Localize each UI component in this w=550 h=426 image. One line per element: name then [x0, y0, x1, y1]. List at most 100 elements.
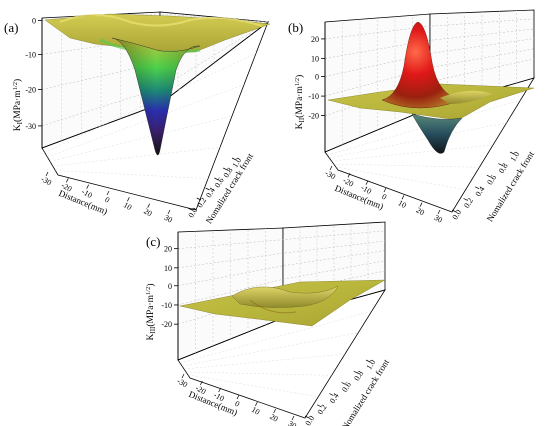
z-tick-label: -10 — [25, 50, 36, 59]
y-tick-label: 0.6 — [213, 176, 226, 189]
x-tick-mark — [106, 190, 110, 196]
surface — [179, 279, 386, 327]
x-tick-label: -30 — [39, 174, 53, 187]
z-ticks: 0 -10 -20 -30 — [25, 17, 42, 131]
x-tick-mark — [365, 180, 369, 185]
y-tick-mark — [353, 370, 358, 374]
panel-c: 20100-10-20-30-20-100102030Distance(mm)0… — [145, 221, 391, 426]
y-tick-mark — [329, 393, 334, 396]
z-tick-label: -30 — [25, 122, 36, 131]
surface-bump — [231, 285, 339, 308]
gridline — [49, 115, 233, 162]
y-ticks: 0.00.20.40.60.81.0 — [303, 358, 377, 426]
x-tick-mark — [127, 197, 130, 202]
y-tick-label: 0.8 — [352, 369, 365, 382]
z-tick-label: -10 — [308, 92, 319, 101]
x-tick-label: 20 — [142, 207, 153, 219]
y-tick-mark — [365, 359, 371, 363]
z-tick-label: 0 — [168, 282, 172, 291]
y-tick-label: 1.0 — [364, 358, 377, 371]
gridline — [47, 84, 245, 158]
x-tick-label: 30 — [287, 419, 298, 426]
x-tick-mark — [255, 401, 258, 407]
panel-label: (a) — [4, 20, 18, 35]
z-label-sup: 1/2 — [12, 82, 19, 90]
y-tick-mark — [187, 207, 193, 211]
surface-shading — [112, 38, 200, 155]
y-tick-mark — [498, 163, 503, 166]
z-label-unit: (MPa·m — [145, 294, 156, 326]
panel-label: (b) — [288, 20, 303, 35]
y-tick-label: 0.8 — [222, 166, 235, 179]
gridline — [335, 166, 466, 190]
z-tick-label: -10 — [161, 301, 172, 310]
panel-label: (c) — [146, 234, 160, 249]
z-tick-label: 10 — [164, 264, 172, 273]
z-label-close: ) — [145, 283, 156, 286]
y-tick-mark — [486, 174, 491, 178]
y-tick-mark — [304, 415, 310, 419]
x-tick-mark — [147, 203, 150, 208]
x-tick-label: 10 — [122, 200, 133, 212]
z-ticks: 20 10 0 -10 -20 — [308, 35, 325, 121]
x-axis-label: Distance(mm) — [187, 389, 238, 418]
x-tick-mark — [273, 408, 276, 414]
y-tick-label: 0.2 — [316, 403, 329, 416]
z-axis-label: KIII(MPa·m1/2) — [145, 283, 157, 340]
z-tick-label: 20 — [311, 35, 319, 44]
z-tick-label: -20 — [161, 320, 172, 329]
y-tick-mark — [341, 382, 346, 385]
z-tick-label: -20 — [308, 112, 319, 121]
gridline — [324, 18, 535, 40]
z-label-main: K — [146, 334, 156, 341]
x-axis-label: Distance(mm) — [333, 183, 384, 212]
y-tick-mark — [463, 198, 468, 201]
surface — [44, 13, 271, 156]
z-label-sub: III — [149, 326, 157, 334]
z-tick-label: 0 — [315, 73, 319, 82]
x-tick-mark — [66, 178, 69, 183]
surface-peak — [381, 21, 463, 109]
x-tick-mark — [291, 415, 295, 421]
z-label-sup: 1/2 — [294, 78, 301, 86]
z-tick-label: 0 — [32, 17, 36, 26]
x-tick-mark — [236, 394, 240, 400]
y-ticks: 0.00.20.40.60.81.0 — [450, 150, 521, 221]
x-tick-label: 30 — [163, 213, 174, 225]
x-tick-mark — [167, 209, 171, 215]
y-tick-label: 0.4 — [474, 185, 487, 198]
x-tick-mark — [45, 171, 49, 177]
z-label-unit: (MPa·m — [12, 90, 23, 122]
gridline — [187, 374, 319, 397]
surface-ridge — [59, 14, 263, 27]
y-tick-label: 0.0 — [186, 206, 199, 219]
x-tick-mark — [86, 184, 89, 189]
z-label-sub: I — [16, 121, 24, 124]
z-axis-label: KI(MPa·m1/2) — [12, 79, 24, 131]
surface-plane — [44, 13, 271, 53]
y-tick-mark — [317, 404, 322, 408]
y-tick-mark — [475, 186, 480, 190]
y-tick-label: 0.8 — [497, 162, 510, 175]
z-label-sub: II — [298, 117, 306, 122]
gridline — [52, 147, 221, 167]
gridline — [331, 144, 494, 162]
surface — [327, 21, 535, 154]
x-tick-label: 20 — [268, 412, 279, 424]
y-tick-label: 0.2 — [195, 196, 208, 209]
surface-ridge — [249, 299, 297, 314]
x-tick-label: 20 — [415, 206, 426, 218]
y-tick-mark — [231, 157, 237, 161]
gridline — [324, 28, 535, 59]
gridline — [55, 170, 209, 179]
z-tick-label: 10 — [311, 54, 319, 63]
gridline — [183, 353, 346, 370]
y-tick-mark — [214, 177, 219, 181]
x-tick-mark — [200, 380, 203, 386]
z-label-close: ) — [294, 75, 305, 78]
